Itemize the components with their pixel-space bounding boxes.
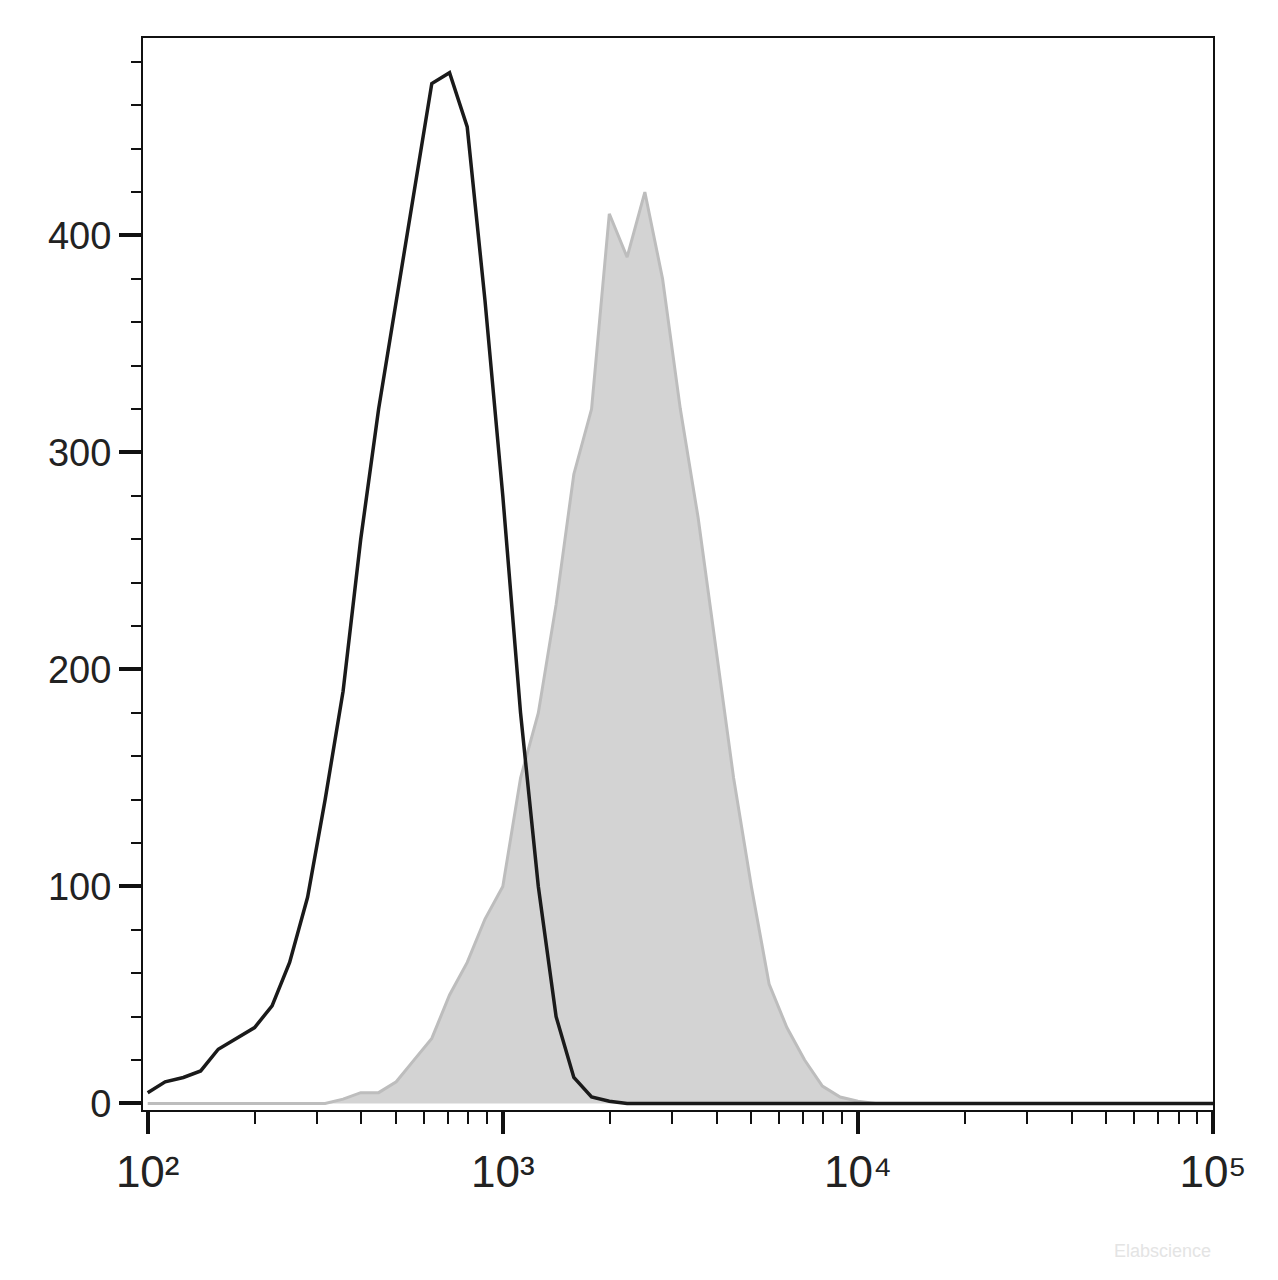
- svg-text:10⁵: 10⁵: [1179, 1147, 1246, 1196]
- svg-text:10³: 10³: [471, 1147, 535, 1196]
- svg-text:400: 400: [48, 215, 111, 257]
- svg-text:100: 100: [48, 866, 111, 908]
- svg-text:0: 0: [90, 1083, 111, 1125]
- svg-text:Elabscience: Elabscience: [1114, 1241, 1211, 1261]
- svg-text:10²: 10²: [116, 1147, 180, 1196]
- svg-text:10⁴: 10⁴: [824, 1147, 892, 1196]
- svg-text:300: 300: [48, 432, 111, 474]
- svg-text:200: 200: [48, 649, 111, 691]
